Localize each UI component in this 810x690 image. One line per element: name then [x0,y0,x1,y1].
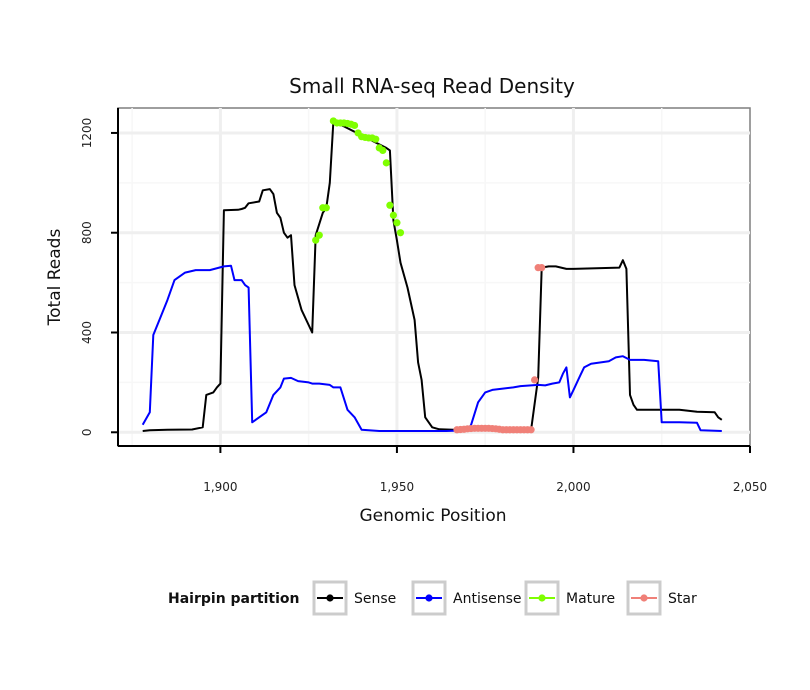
legend-label-antisense: Antisense [453,591,522,607]
legend-label-star: Star [668,591,697,607]
data-point-mature [372,135,380,143]
legend-dot-sense [326,594,334,602]
y-tick-label: 1200 [80,118,94,149]
legend-label-mature: Mature [566,591,615,607]
legend-label-sense: Sense [354,591,396,607]
legend-dot-antisense [425,594,433,602]
chart-title: Small RNA-seq Read Density [289,74,575,98]
data-point-mature [350,121,359,130]
y-tick-label: 800 [80,221,94,244]
x-tick-label: 2,000 [556,480,590,494]
y-axis-title: Total Reads [45,229,65,327]
legend: Hairpin partition Sense Antisense Mature St… [168,580,697,616]
data-point-mature [379,146,387,155]
x-tick-label: 2,050 [733,480,767,494]
data-point-mature [315,231,323,239]
data-point-star [531,376,539,384]
plot-panel [117,107,751,447]
x-tick-label: 1,950 [380,480,414,494]
legend-title: Hairpin partition [168,591,299,607]
data-point-star [527,426,535,434]
data-point-mature [393,219,401,227]
data-point-mature [386,201,394,209]
data-point-mature [312,236,320,244]
y-tick-label: 0 [80,428,94,436]
legend-dot-star [640,594,648,602]
legend-dot-mature [538,594,546,602]
data-point-mature [322,204,330,212]
x-tick-label: 1,900 [203,480,237,494]
data-point-mature [389,211,397,219]
axes: 1,900 1,950 2,000 2,050 0 400 800 1200 [80,108,767,494]
data-point-mature [382,159,390,167]
series-line-antisense [141,264,722,432]
series-line-sense [142,120,723,432]
x-axis-title: Genomic Position [359,506,506,526]
series-layer [141,117,723,434]
data-point-star [538,264,546,272]
y-tick-label: 400 [80,321,94,344]
data-point-mature [396,229,405,237]
